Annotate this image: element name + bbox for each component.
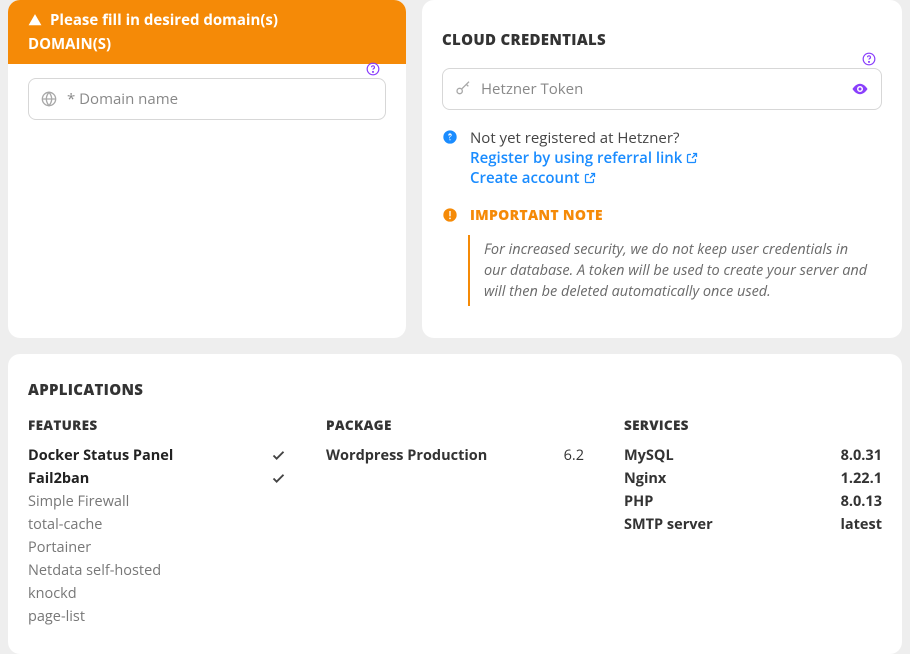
features-column: FEATURES Docker Status Panel Fail2ban Simp…: [28, 416, 286, 628]
check-icon: [271, 471, 286, 486]
feature-label: Netdata self-hosted: [28, 561, 161, 580]
service-name: PHP: [624, 492, 653, 511]
warning-icon: [28, 13, 42, 27]
service-version: latest: [840, 515, 882, 534]
feature-row: Portainer: [28, 536, 286, 559]
check-icon: [271, 448, 286, 463]
service-version: 1.22.1: [841, 469, 882, 488]
feature-label: Portainer: [28, 538, 91, 557]
create-account-link[interactable]: Create account: [470, 168, 596, 188]
feature-row: Simple Firewall: [28, 490, 286, 513]
domain-card-title: DOMAIN(S): [28, 34, 386, 54]
domain-input[interactable]: [67, 89, 373, 109]
feature-row: Netdata self-hosted: [28, 559, 286, 582]
services-heading: SERVICES: [624, 416, 882, 434]
help-icon[interactable]: [862, 52, 876, 66]
service-version: 8.0.31: [841, 446, 882, 465]
info-icon: [442, 128, 460, 145]
cloud-card-title: CLOUD CREDENTIALS: [422, 0, 902, 64]
feature-label: Docker Status Panel: [28, 446, 173, 465]
service-version: 8.0.13: [841, 492, 882, 511]
service-name: SMTP server: [624, 515, 713, 534]
feature-row: total-cache: [28, 513, 286, 536]
package-row: Wordpress Production 6.2: [326, 444, 584, 467]
package-heading: PACKAGE: [326, 416, 584, 434]
feature-label: page-list: [28, 607, 85, 626]
key-icon: [455, 81, 471, 97]
package-name: Wordpress Production: [326, 446, 487, 465]
feature-label: knockd: [28, 584, 77, 603]
referral-link[interactable]: Register by using referral link: [470, 148, 698, 168]
services-column: SERVICES MySQL 8.0.31 Nginx 1.22.1 PHP 8.0.13…: [624, 416, 882, 628]
globe-icon: [41, 91, 57, 107]
applications-card: APPLICATIONS FEATURES Docker Status Pane…: [8, 354, 902, 654]
help-icon[interactable]: [366, 62, 380, 76]
service-row: SMTP server latest: [624, 513, 882, 536]
package-column: PACKAGE Wordpress Production 6.2: [326, 416, 584, 628]
external-link-icon: [584, 172, 596, 184]
package-version: 6.2: [564, 446, 584, 465]
feature-row: Fail2ban: [28, 467, 286, 490]
feature-row: Docker Status Panel: [28, 444, 286, 467]
service-row: MySQL 8.0.31: [624, 444, 882, 467]
important-icon: [442, 206, 460, 223]
not-registered-text: Not yet registered at Hetzner?: [470, 128, 882, 148]
service-name: MySQL: [624, 446, 674, 465]
feature-label: Simple Firewall: [28, 492, 129, 511]
token-input-wrapper: [442, 68, 882, 110]
service-row: PHP 8.0.13: [624, 490, 882, 513]
cloud-credentials-card: CLOUD CREDENTIALS: [422, 0, 902, 338]
feature-label: total-cache: [28, 515, 102, 534]
feature-row: knockd: [28, 582, 286, 605]
domain-input-wrapper: [28, 78, 386, 120]
service-name: Nginx: [624, 469, 666, 488]
domain-card-header: Please fill in desired domain(s) DOMAIN(…: [8, 0, 406, 64]
feature-label: Fail2ban: [28, 469, 89, 488]
important-note-text: For increased security, we do not keep u…: [468, 235, 882, 306]
features-heading: FEATURES: [28, 416, 286, 434]
feature-row: page-list: [28, 605, 286, 628]
service-row: Nginx 1.22.1: [624, 467, 882, 490]
toggle-visibility-icon[interactable]: [851, 80, 869, 98]
domain-warning-text: Please fill in desired domain(s): [50, 10, 278, 30]
external-link-icon: [686, 152, 698, 164]
hetzner-token-input[interactable]: [481, 79, 841, 99]
domain-card: Please fill in desired domain(s) DOMAIN(…: [8, 0, 406, 338]
applications-title: APPLICATIONS: [8, 354, 902, 416]
important-note-title: IMPORTANT NOTE: [470, 206, 882, 225]
